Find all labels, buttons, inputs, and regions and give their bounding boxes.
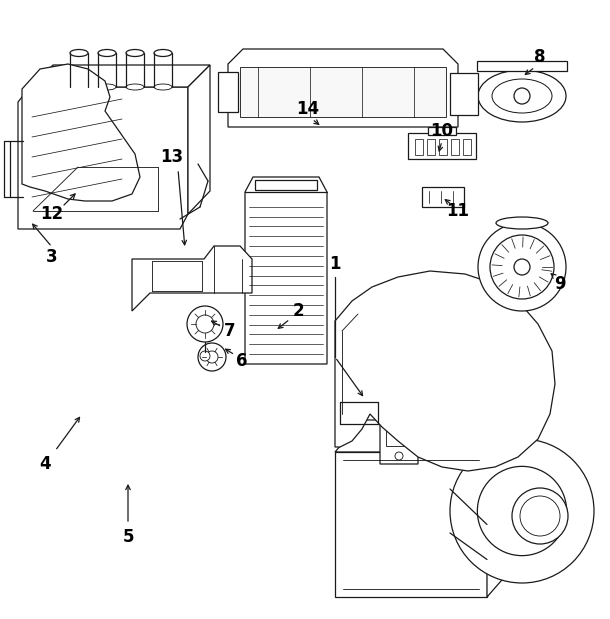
Text: 14: 14 bbox=[296, 100, 320, 118]
Circle shape bbox=[196, 315, 214, 333]
Bar bbox=[477, 61, 567, 71]
Circle shape bbox=[395, 452, 403, 460]
Polygon shape bbox=[335, 420, 515, 452]
Circle shape bbox=[198, 343, 226, 371]
Bar bbox=[415, 139, 423, 155]
Bar bbox=[427, 139, 435, 155]
Bar bbox=[255, 180, 317, 190]
Circle shape bbox=[187, 306, 223, 342]
Polygon shape bbox=[335, 271, 555, 471]
Ellipse shape bbox=[70, 84, 88, 90]
Polygon shape bbox=[132, 246, 252, 311]
Circle shape bbox=[200, 351, 210, 361]
Text: 8: 8 bbox=[534, 48, 546, 66]
Bar bbox=[408, 133, 476, 159]
Bar bbox=[450, 73, 478, 115]
Circle shape bbox=[206, 351, 218, 363]
Bar bbox=[463, 139, 471, 155]
Ellipse shape bbox=[496, 217, 548, 229]
Polygon shape bbox=[218, 72, 238, 112]
Text: 3: 3 bbox=[46, 248, 58, 266]
Circle shape bbox=[478, 223, 566, 311]
Circle shape bbox=[514, 88, 530, 104]
Bar bbox=[428, 127, 456, 135]
Ellipse shape bbox=[98, 50, 116, 56]
Text: 9: 9 bbox=[554, 275, 566, 293]
Bar bbox=[451, 139, 459, 155]
Ellipse shape bbox=[126, 84, 144, 90]
Text: 6: 6 bbox=[236, 352, 248, 370]
Bar bbox=[240, 67, 446, 117]
Text: 7: 7 bbox=[224, 322, 236, 340]
Text: 11: 11 bbox=[447, 202, 470, 220]
Bar bbox=[439, 139, 447, 155]
Circle shape bbox=[478, 466, 567, 556]
Circle shape bbox=[512, 488, 568, 544]
Polygon shape bbox=[30, 65, 210, 87]
Text: 4: 4 bbox=[39, 455, 51, 473]
Ellipse shape bbox=[478, 70, 566, 122]
Polygon shape bbox=[228, 49, 458, 127]
Text: 5: 5 bbox=[122, 528, 134, 546]
Text: 2: 2 bbox=[292, 302, 304, 320]
Ellipse shape bbox=[492, 79, 552, 113]
Circle shape bbox=[514, 259, 530, 275]
Circle shape bbox=[450, 439, 594, 583]
Polygon shape bbox=[487, 420, 515, 597]
Circle shape bbox=[490, 235, 554, 299]
Polygon shape bbox=[245, 177, 327, 364]
Text: 13: 13 bbox=[160, 148, 184, 166]
Ellipse shape bbox=[98, 84, 116, 90]
Bar bbox=[386, 408, 412, 446]
Text: 1: 1 bbox=[329, 255, 341, 273]
Polygon shape bbox=[335, 452, 487, 597]
Polygon shape bbox=[22, 64, 140, 201]
Text: 12: 12 bbox=[40, 205, 63, 223]
Ellipse shape bbox=[154, 50, 172, 56]
Polygon shape bbox=[380, 369, 418, 464]
Ellipse shape bbox=[126, 50, 144, 56]
Ellipse shape bbox=[70, 50, 88, 56]
Bar bbox=[422, 187, 464, 207]
Polygon shape bbox=[188, 65, 210, 214]
Circle shape bbox=[520, 496, 560, 536]
Ellipse shape bbox=[154, 84, 172, 90]
Polygon shape bbox=[18, 87, 188, 229]
Circle shape bbox=[395, 392, 403, 400]
Text: 10: 10 bbox=[431, 122, 453, 140]
